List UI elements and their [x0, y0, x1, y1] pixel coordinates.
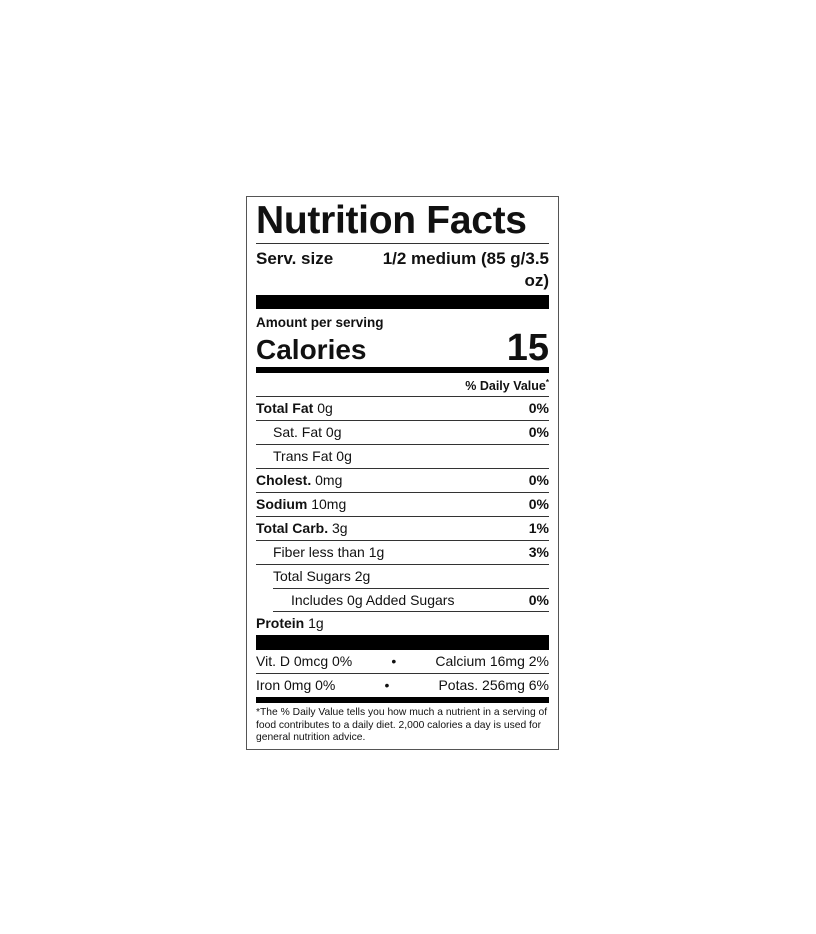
nutrient-row-added-sugars: Includes 0g Added Sugars 0%	[273, 588, 549, 613]
amount-per-serving: Amount per serving	[256, 315, 384, 330]
nutrient-row-fiber: Fiber less than 1g 3%	[256, 541, 549, 566]
nutrient-amount: 1g	[308, 615, 324, 632]
nutrient-amount: 0g	[317, 400, 333, 417]
serving-size-label: Serv. size	[256, 249, 334, 268]
serving-size-row: Serv. size 1/2 medium (85 g/3.5 oz)	[256, 244, 549, 292]
nutrient-dv: 0%	[528, 424, 549, 441]
divider-medium	[256, 367, 549, 373]
serving-size-value: 1/2 medium (85 g/3.5 oz)	[382, 249, 549, 290]
divider-thick	[256, 295, 549, 309]
nutrient-amount: 2g	[354, 568, 371, 585]
nutrient-name: Trans Fat	[273, 448, 333, 465]
nutrient-row-total-carb: Total Carb. 3g 1%	[256, 517, 549, 542]
vitamin-right: Calcium 16mg 2%	[435, 653, 549, 670]
footnote: *The % Daily Value tells you how much a …	[256, 707, 548, 744]
divider-thick	[256, 635, 549, 651]
nutrient-dv: 1%	[528, 520, 549, 537]
label-title: Nutrition Facts	[256, 199, 549, 244]
nutrient-dv: 0%	[528, 400, 549, 417]
nutrient-amount: 0mg	[315, 472, 343, 489]
nutrient-name: Cholest.	[256, 472, 312, 489]
nutrient-amount: 0g	[336, 448, 352, 465]
vitamin-row: Vit. D 0mcg 0% • Calcium 16mg 2%	[256, 650, 549, 675]
bullet-separator: •	[391, 653, 397, 670]
nutrient-name: Protein	[256, 615, 305, 632]
calories-row: Calories 15	[256, 327, 549, 369]
vitamin-left: Vit. D 0mcg 0%	[256, 653, 353, 670]
vitamin-row: Iron 0mg 0% • Potas. 256mg 6%	[256, 674, 549, 697]
nutrient-row-trans-fat: Trans Fat 0g	[256, 445, 549, 470]
bullet-separator: •	[384, 677, 390, 694]
nutrient-name: Total Carb.	[256, 520, 329, 537]
nutrient-amount: 0g	[325, 424, 342, 441]
nutrient-row-total-sugars: Total Sugars 2g	[256, 565, 549, 588]
nutrient-row-protein: Protein 1g	[256, 612, 549, 635]
nutrient-amount: 3g	[331, 520, 348, 537]
nutrient-name: Fiber less than 1g	[273, 544, 385, 561]
nutrient-dv: 3%	[528, 544, 549, 561]
calories-value: 15	[506, 327, 549, 369]
nutrient-name: Includes 0g Added Sugars	[291, 592, 455, 609]
nutrient-dv: 0%	[528, 496, 549, 513]
divider-medium	[256, 697, 549, 704]
daily-value-header: % Daily Value*	[256, 373, 549, 398]
nutrient-name: Total Fat	[256, 400, 314, 417]
vitamin-left: Iron 0mg 0%	[256, 677, 336, 694]
calories-label: Calories	[256, 334, 367, 365]
nutrient-row-total-fat: Total Fat 0g 0%	[256, 397, 549, 422]
nutrition-facts-label: Nutrition Facts Serv. size 1/2 medium (8…	[246, 196, 559, 750]
nutrient-name: Sodium	[256, 496, 308, 513]
nutrient-name: Sat. Fat	[273, 424, 323, 441]
nutrient-dv: 0%	[528, 472, 549, 489]
daily-value-asterisk: *	[545, 378, 549, 387]
daily-value-header-text: % Daily Value	[465, 379, 546, 394]
vitamin-right: Potas. 256mg 6%	[438, 677, 549, 694]
nutrient-row-cholesterol: Cholest. 0mg 0%	[256, 469, 549, 494]
nutrient-name: Total Sugars	[273, 568, 351, 585]
nutrient-row-sat-fat: Sat. Fat 0g 0%	[256, 421, 549, 446]
nutrient-dv: 0%	[528, 592, 549, 609]
nutrient-row-sodium: Sodium 10mg 0%	[256, 493, 549, 518]
nutrient-amount: 10mg	[311, 496, 347, 513]
